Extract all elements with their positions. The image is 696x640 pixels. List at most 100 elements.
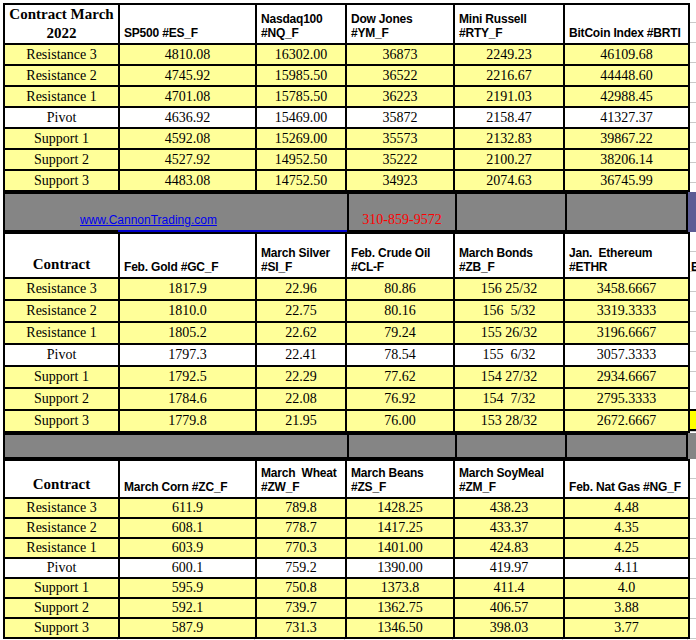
cell-value: 4.0 [564, 578, 689, 598]
indices-table-band: Contract March 2022 SP500 #ES_F Nasdaq10… [3, 0, 696, 192]
cell-value: 46109.68 [564, 44, 689, 65]
cell-value: 22.62 [256, 322, 346, 344]
cell-value: 77.62 [346, 366, 454, 388]
cell-value: 750.8 [256, 578, 346, 598]
cell-value: 36873 [346, 44, 454, 65]
website-link[interactable]: www.CannonTrading.com [80, 213, 217, 227]
cell-value: 22.75 [256, 300, 346, 322]
phone-cell: 310-859-9572 [347, 194, 455, 230]
indices-table-header: Contract March 2022 SP500 #ES_F Nasdaq10… [4, 4, 689, 44]
column-header-march-silver: March Silver #SI_F [256, 233, 346, 278]
website-link-cell: www.CannonTrading.com [5, 194, 347, 230]
commodities-table-body: Resistance 31817.922.9680.86156 25/32345… [4, 278, 689, 432]
cell-value: 35573 [346, 128, 454, 149]
cell-value: 3458.6667 [564, 278, 689, 300]
cutoff-column-sliver: E [690, 232, 696, 433]
empty-gray-cell [5, 435, 347, 457]
cell-value: 739.7 [256, 598, 346, 618]
cell-value: 34923 [346, 170, 454, 191]
table-row: Resistance 2608.1778.71417.25433.374.35 [4, 518, 689, 538]
cell-value: 3.77 [564, 618, 689, 638]
empty-gray-cell [565, 435, 686, 457]
cell-value: 39867.22 [564, 128, 689, 149]
table-row: Support 31779.821.9576.00153 28/322672.6… [4, 410, 689, 432]
row-label: Pivot [4, 344, 119, 366]
cell-value: 1779.8 [119, 410, 256, 432]
cell-value: 41327.37 [564, 107, 689, 128]
cell-value: 2216.67 [454, 65, 564, 86]
cell-value: 14752.50 [256, 170, 346, 191]
grains-pivot-table: Contract March Corn #ZC_F March Wheat #Z… [3, 459, 690, 639]
cell-value: 154 27/32 [454, 366, 564, 388]
cell-value: 778.7 [256, 518, 346, 538]
column-header-march-wheat: March Wheat #ZW_F [256, 460, 346, 498]
cell-value: 35222 [346, 149, 454, 170]
cell-value: 15269.00 [256, 128, 346, 149]
cell-value: 4592.08 [119, 128, 256, 149]
row-label: Support 1 [4, 128, 119, 149]
cell-value: 156 5/32 [454, 300, 564, 322]
cell-value: 4483.08 [119, 170, 256, 191]
row-label: Support 2 [4, 388, 119, 410]
table-row: Resistance 11805.222.6279.24155 26/32319… [4, 322, 689, 344]
column-header-feb-crude-oil: Feb. Crude Oil #CL-F [346, 233, 454, 278]
cell-value: 155 26/32 [454, 322, 564, 344]
grains-table-header: Contract March Corn #ZC_F March Wheat #Z… [4, 460, 689, 498]
column-header-march-soymeal: March SoyMeal #ZM_F [454, 460, 564, 498]
cell-value: 595.9 [119, 578, 256, 598]
table-row: Support 11792.522.2977.62154 27/322934.6… [4, 366, 689, 388]
table-row: Resistance 24745.9215985.50365222216.674… [4, 65, 689, 86]
table-row: Support 14592.0815269.00355732132.833986… [4, 128, 689, 149]
empty-gray-cell [565, 194, 686, 230]
cell-value: 2934.6667 [564, 366, 689, 388]
cell-value: 1373.8 [346, 578, 454, 598]
cell-value: 4810.08 [119, 44, 256, 65]
separator-band-2 [3, 433, 696, 459]
row-label: Support 3 [4, 410, 119, 432]
cell-value: 22.96 [256, 278, 346, 300]
table-row: Resistance 3611.9789.81428.25438.234.48 [4, 498, 689, 518]
cell-value: 1362.75 [346, 598, 454, 618]
cell-value: 406.57 [454, 598, 564, 618]
cell-value: 2191.03 [454, 86, 564, 107]
cell-value: 42988.45 [564, 86, 689, 107]
row-label: Resistance 3 [4, 44, 119, 65]
commodities-table-header: Contract Feb. Gold #GC_F March Silver #S… [4, 233, 689, 278]
column-header-bitcoin-index: BitCoin Index #BRTI [564, 4, 689, 44]
cell-value: 731.3 [256, 618, 346, 638]
row-label: Resistance 3 [4, 498, 119, 518]
corner-header-contract: Contract [4, 233, 119, 278]
cell-value: 2795.3333 [564, 388, 689, 410]
cell-value: 1792.5 [119, 366, 256, 388]
cell-value: 2074.63 [454, 170, 564, 191]
cell-value: 4.11 [564, 558, 689, 578]
cell-value: 4.48 [564, 498, 689, 518]
cell-value: 600.1 [119, 558, 256, 578]
row-label: Support 2 [4, 598, 119, 618]
table-row: Pivot4636.9215469.00358722158.4741327.37 [4, 107, 689, 128]
row-label: Resistance 1 [4, 322, 119, 344]
cell-value: 76.92 [346, 388, 454, 410]
cell-value: 1810.0 [119, 300, 256, 322]
cell-value: 3319.3333 [564, 300, 689, 322]
cell-value: 587.9 [119, 618, 256, 638]
corner-header-contract-march-2022: Contract March 2022 [4, 4, 119, 44]
empty-gray-cell [455, 435, 565, 457]
cell-value: 78.54 [346, 344, 454, 366]
column-header-march-corn: March Corn #ZC_F [119, 460, 256, 498]
cell-value: 770.3 [256, 538, 346, 558]
column-header-feb-nat-gas: Feb. Nat Gas #NG_F [564, 460, 689, 498]
grains-table-body: Resistance 3611.9789.81428.25438.234.48R… [4, 498, 689, 638]
cell-value: 44448.60 [564, 65, 689, 86]
column-header-dow-jones: Dow Jones #YM_F [346, 4, 454, 44]
cell-value: 35872 [346, 107, 454, 128]
cell-value: 1401.00 [346, 538, 454, 558]
cell-value: 4527.92 [119, 149, 256, 170]
cell-value: 2100.27 [454, 149, 564, 170]
cell-value: 38206.14 [564, 149, 689, 170]
cell-value: 3.88 [564, 598, 689, 618]
row-label: Support 2 [4, 149, 119, 170]
cell-value: 36223 [346, 86, 454, 107]
corner-header-contract: Contract [4, 460, 119, 498]
cutoff-column-sliver [690, 3, 696, 192]
